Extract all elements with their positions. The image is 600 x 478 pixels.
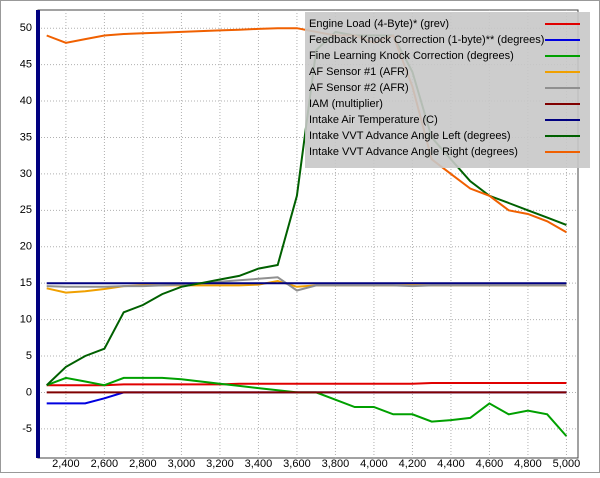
- x-tick-label: 3,400: [245, 458, 273, 470]
- legend: Engine Load (4-Byte)* (grev) Feedback Kno…: [305, 12, 590, 168]
- legend-label: Fine Learning Knock Correction (degrees): [309, 50, 514, 62]
- legend-label: IAM (multiplier): [309, 98, 383, 110]
- series-line: [46, 382, 567, 387]
- y-tick-label: 30: [20, 168, 32, 180]
- legend-label: Intake VVT Advance Angle Left (degrees): [309, 130, 511, 142]
- x-tick-label: 4,800: [514, 458, 542, 470]
- series-line: [46, 276, 567, 292]
- x-tick-label: 4,000: [360, 458, 388, 470]
- y-tick-label: 35: [20, 131, 32, 143]
- y-tick-label: 20: [20, 241, 32, 253]
- x-tick-label: 2,400: [52, 458, 80, 470]
- x-tick-label: 2,600: [91, 458, 119, 470]
- y-tick-label: 5: [26, 350, 32, 362]
- labels: -5 0 5 10 15 20 25 30 35 40 45 50 2,400 2,600 2,800 3,0…: [20, 22, 580, 470]
- x-tick-label: 4,400: [437, 458, 465, 470]
- y-tick-label: 25: [20, 204, 32, 216]
- legend-label: Intake Air Temperature (C): [309, 114, 438, 126]
- x-tick-label: 3,000: [168, 458, 196, 470]
- y-tick-label: 40: [20, 95, 32, 107]
- legend-box: [305, 12, 590, 168]
- y-tick-label: 15: [20, 277, 32, 289]
- legend-label: Intake VVT Advance Angle Right (degrees): [309, 146, 518, 158]
- y-tick-label: 45: [20, 59, 32, 71]
- legend-label: Feedback Knock Correction (1-byte)** (de…: [309, 34, 544, 46]
- legend-label: AF Sensor #2 (AFR): [309, 82, 409, 94]
- x-tick-label: 3,800: [322, 458, 350, 470]
- y-tick-label: 10: [20, 313, 32, 325]
- legend-label: Engine Load (4-Byte)* (grev): [309, 18, 449, 30]
- lines: [46, 27, 568, 437]
- x-tick-label: 3,600: [283, 458, 311, 470]
- y-tick-label: 0: [26, 386, 32, 398]
- x-tick-label: 5,000: [553, 458, 581, 470]
- x-tick-label: 2,800: [129, 458, 157, 470]
- x-tick-label: 4,600: [476, 458, 504, 470]
- x-tick-label: 3,200: [206, 458, 234, 470]
- y-tick-label: -5: [22, 423, 32, 435]
- legend-label: AF Sensor #1 (AFR): [309, 66, 409, 78]
- y-tick-label: 50: [20, 22, 32, 34]
- x-tick-label: 4,200: [399, 458, 427, 470]
